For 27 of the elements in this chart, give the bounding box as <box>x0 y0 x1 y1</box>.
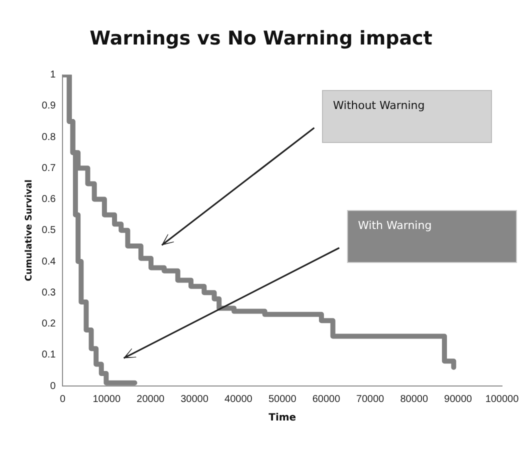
y-tick-label: 0.7 <box>42 162 56 174</box>
y-tick-label: 0.5 <box>42 225 56 236</box>
y-tick-label: 0.6 <box>42 194 56 206</box>
x-tick-label: 30000 <box>180 394 209 405</box>
y-tick-label: 0.1 <box>42 350 56 361</box>
note-box: With Warning <box>347 210 517 263</box>
x-axis-title: Time <box>268 412 296 424</box>
x-tick-label: 70000 <box>356 394 385 405</box>
x-tick-label: 40000 <box>224 394 253 405</box>
x-tick-label: 20000 <box>136 394 165 405</box>
chart-title: Warnings vs No Warning impact <box>90 27 432 50</box>
note-box: Without Warning <box>322 90 492 143</box>
y-tick-label: 0.8 <box>42 132 56 143</box>
x-tick-label: 50000 <box>268 394 297 405</box>
x-tick-label: 0 <box>60 394 66 405</box>
x-tick-label: 90000 <box>444 394 472 405</box>
x-tick-label: 100000 <box>485 394 520 405</box>
y-axis-title: Cumulative Survival <box>24 180 35 282</box>
x-tick-label: 10000 <box>92 394 121 405</box>
x-tick-label: 60000 <box>312 394 341 405</box>
y-tick-label: 1 <box>50 70 56 81</box>
y-tick-label: 0.4 <box>42 256 56 268</box>
y-tick-label: 0 <box>50 380 56 392</box>
y-tick-label: 0.2 <box>42 318 56 330</box>
y-tick-label: 0.3 <box>42 287 56 298</box>
y-tick-label: 0.9 <box>42 100 56 112</box>
x-tick-label: 80000 <box>400 394 428 405</box>
